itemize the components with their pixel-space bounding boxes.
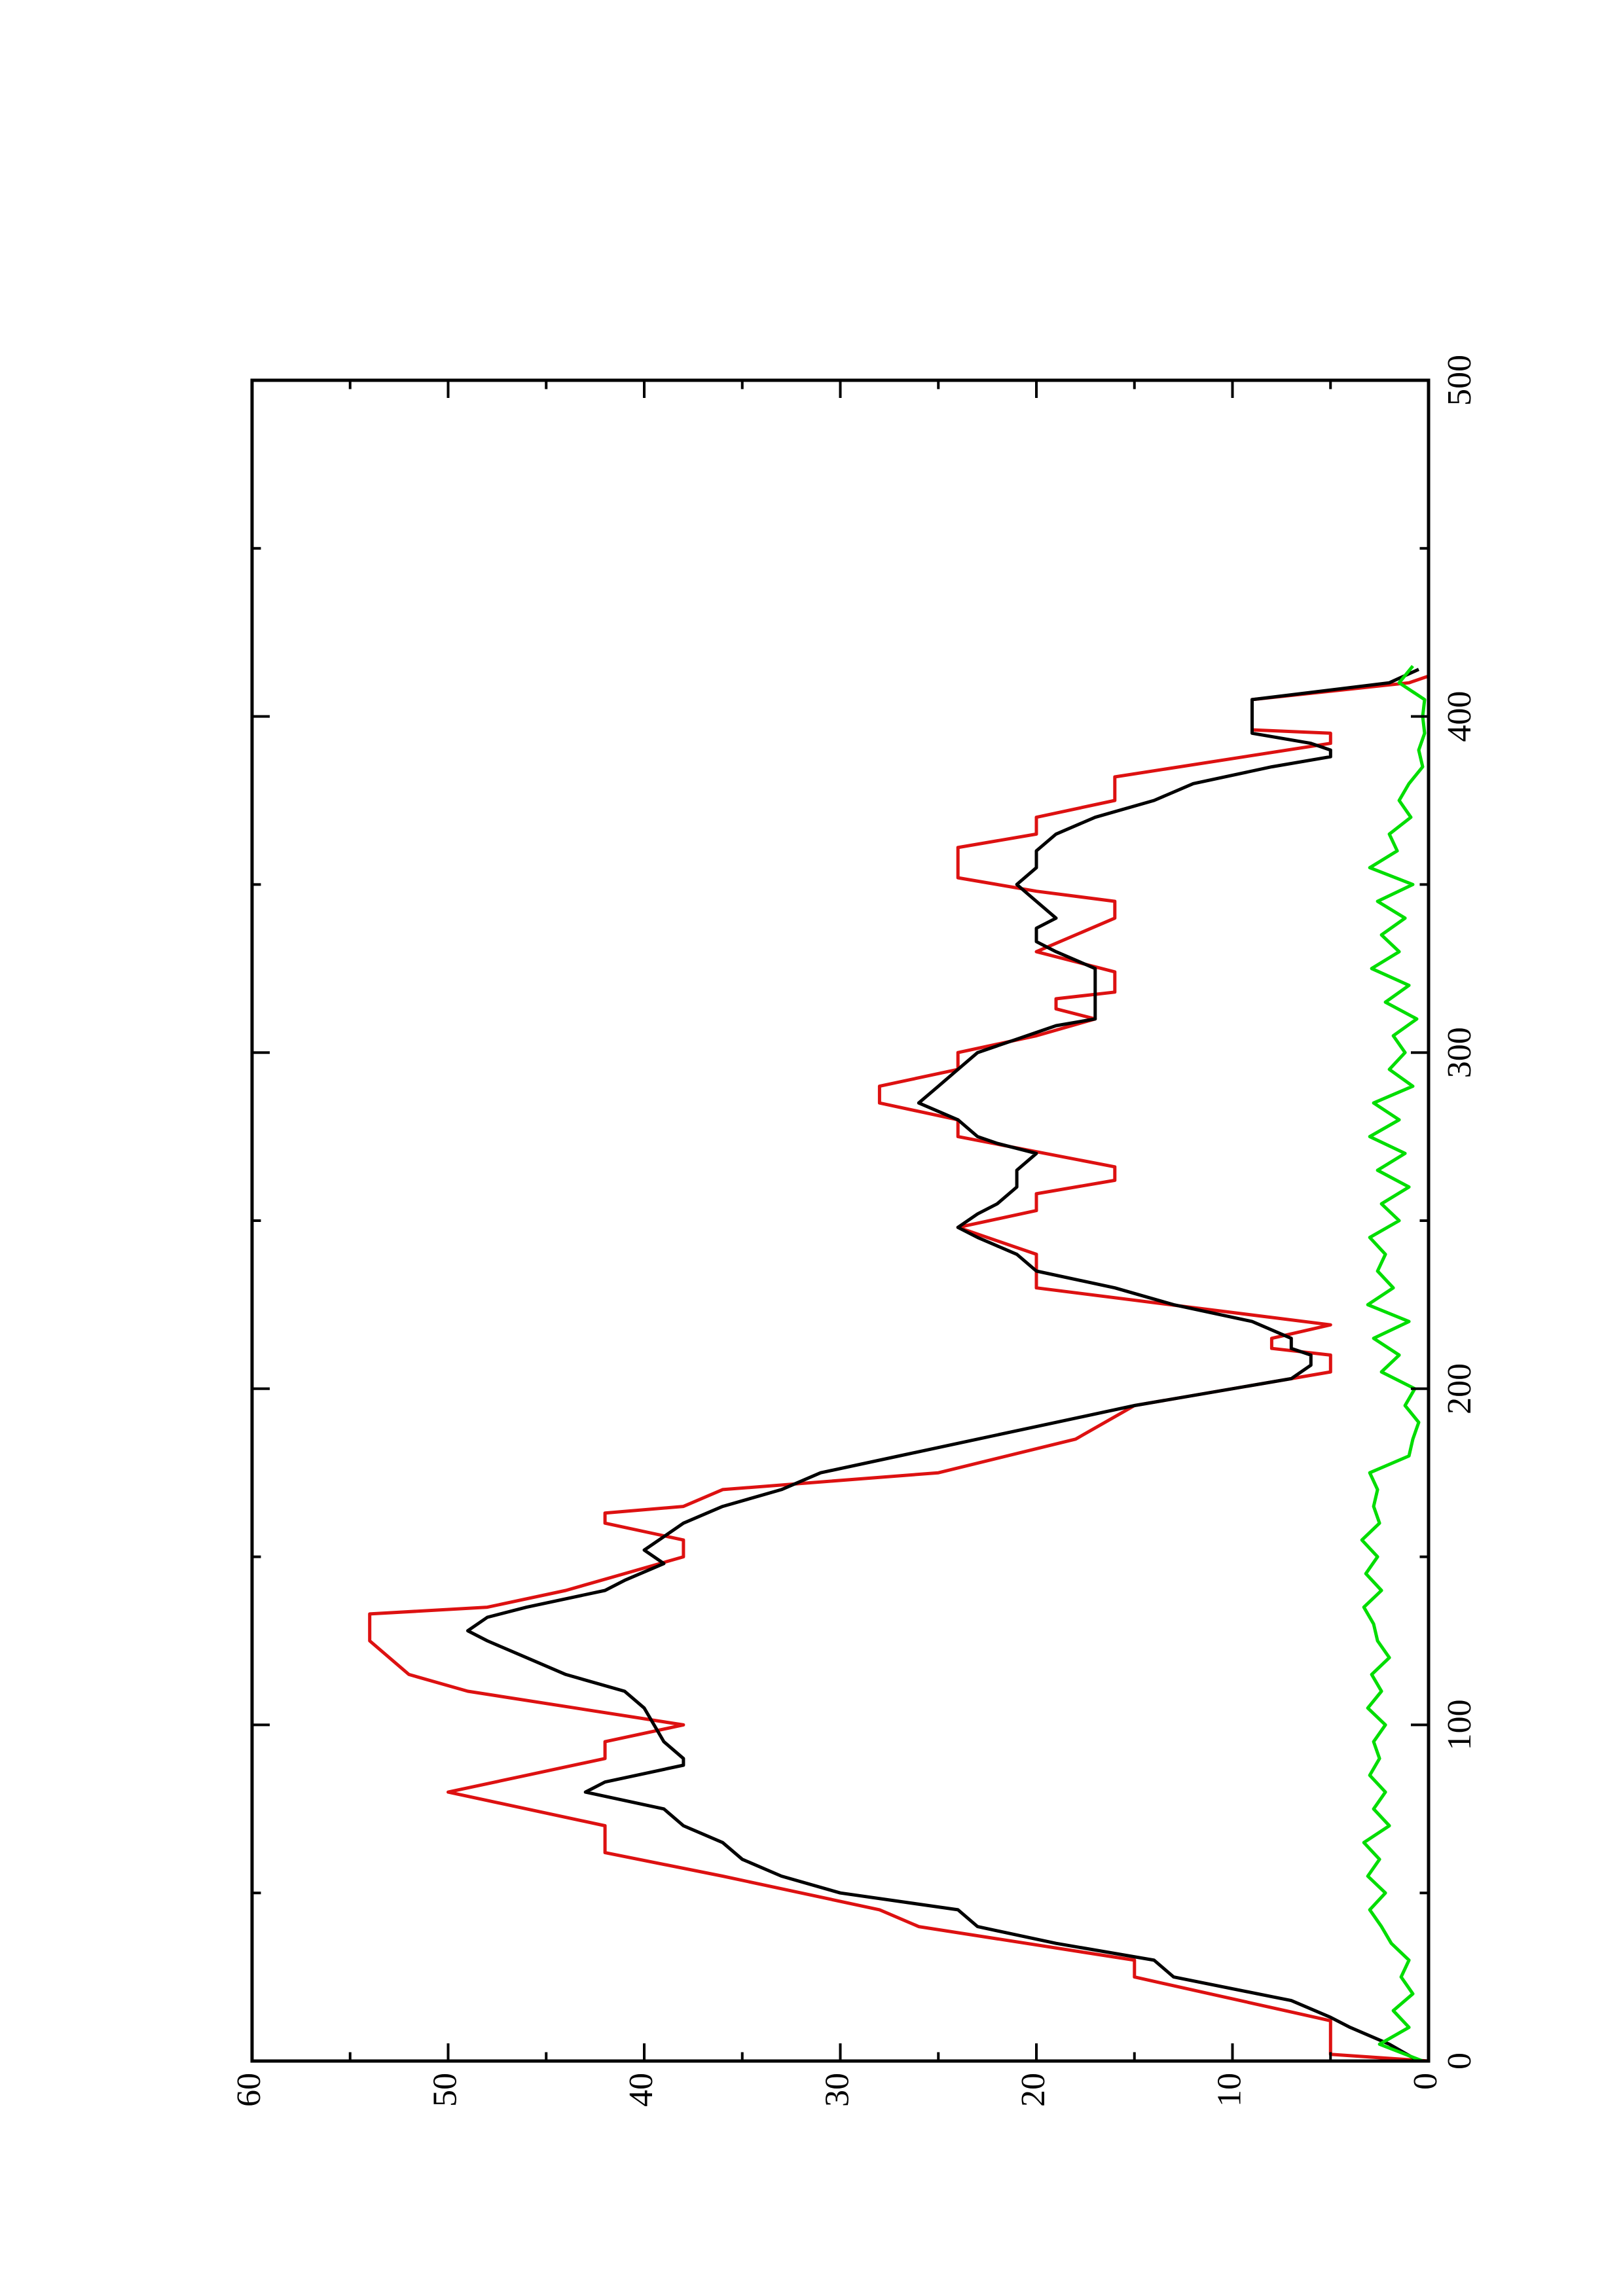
data-line [466, 668, 1420, 2063]
x-tick-label: 300 [1441, 1027, 1478, 1078]
y-tick-label: 30 [818, 2073, 856, 2107]
y-tick-label: 0 [1407, 2073, 1444, 2090]
x-tick-label: 200 [1441, 1363, 1478, 1414]
y-tick-label: 20 [1015, 2073, 1052, 2107]
y-tick-label: 60 [230, 2073, 268, 2107]
x-tick-label: 400 [1441, 691, 1478, 742]
plot-area: 0 100 200 300 400 500 0 10 20 30 40 50 60 [230, 355, 1478, 2107]
y-tick-label: 10 [1211, 2073, 1248, 2107]
x-tick-label: 500 [1441, 355, 1478, 406]
data-line [1360, 665, 1427, 2063]
x-tick-label: 0 [1441, 2053, 1478, 2070]
x-tick-label: 100 [1441, 1699, 1478, 1750]
y-tick-label: 50 [426, 2073, 464, 2107]
y-tick-label: 40 [623, 2073, 660, 2107]
